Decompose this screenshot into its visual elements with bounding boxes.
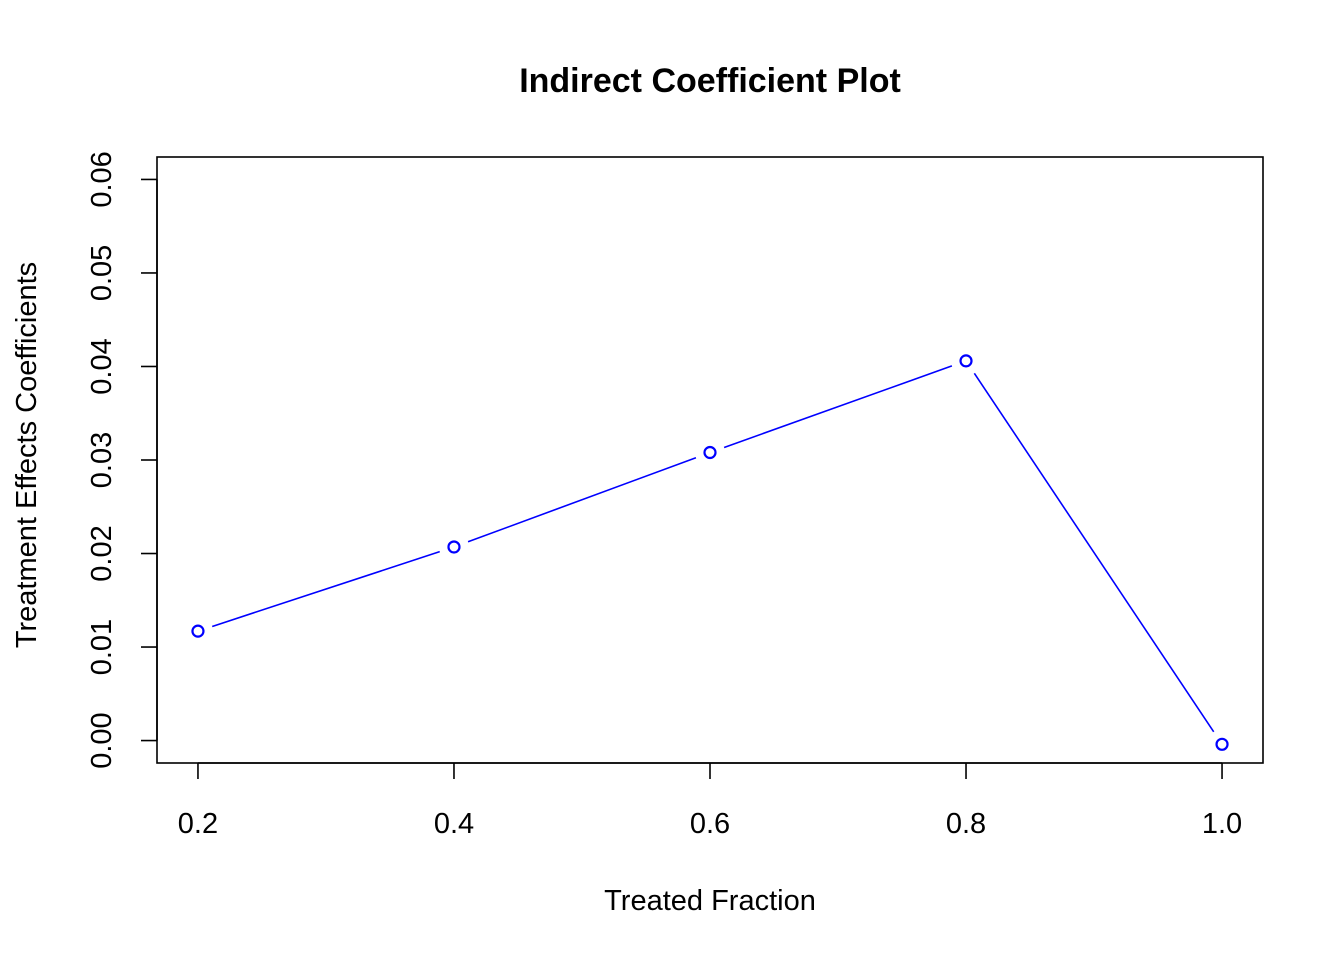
y-tick-label: 0.05	[86, 245, 118, 301]
x-axis-title: Treated Fraction	[604, 885, 816, 917]
y-tick-label: 0.02	[86, 525, 118, 581]
y-tick-label: 0.06	[86, 151, 118, 207]
data-point	[191, 624, 205, 638]
data-point	[447, 540, 461, 554]
data-point	[1215, 737, 1229, 751]
y-tick-label: 0.00	[86, 712, 118, 768]
series-line-segment	[973, 372, 1215, 733]
y-tick-label: 0.03	[86, 432, 118, 488]
y-axis: 0.00 0.01 0.02 0.03 0.04 0.05 0.06	[86, 151, 158, 769]
series-line-segment	[723, 365, 953, 449]
x-tick-label: 0.8	[946, 808, 986, 840]
series-layer	[191, 354, 1229, 751]
chart-title: Indirect Coefficient Plot	[519, 62, 901, 100]
x-tick-label: 0.4	[434, 808, 474, 840]
data-point	[959, 354, 973, 368]
series-line-segment	[211, 550, 440, 628]
data-point	[703, 445, 717, 460]
y-tick-label: 0.01	[86, 619, 118, 675]
x-tick-label: 1.0	[1202, 808, 1242, 840]
y-tick-label: 0.04	[86, 338, 118, 394]
plot-area-border	[156, 156, 1264, 764]
x-tick-label: 0.2	[178, 808, 218, 840]
x-axis: 0.2 0.4 0.6 0.8 1.0	[178, 762, 1242, 840]
y-axis-title: Treatment Effects Coefficients	[11, 262, 43, 648]
series-line-segment	[467, 456, 697, 543]
x-tick-label: 0.6	[690, 808, 730, 840]
